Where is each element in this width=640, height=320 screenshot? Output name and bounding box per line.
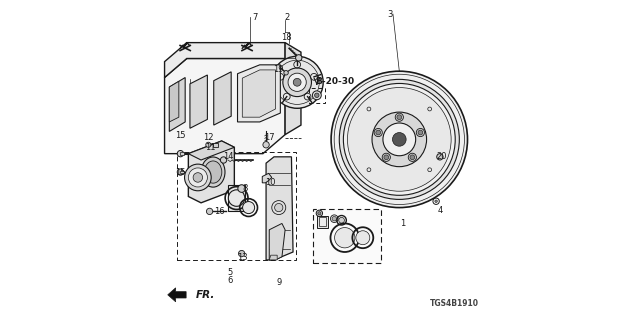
Text: 8: 8 [243, 184, 248, 193]
Text: 6: 6 [227, 276, 232, 285]
Text: 18: 18 [281, 33, 291, 42]
Circle shape [177, 150, 184, 157]
Circle shape [339, 217, 344, 223]
Polygon shape [237, 65, 280, 122]
Polygon shape [188, 141, 234, 160]
Text: TGS4B1910: TGS4B1910 [429, 299, 479, 308]
Circle shape [392, 132, 406, 146]
Text: 3: 3 [387, 10, 392, 19]
Text: 10: 10 [266, 178, 276, 187]
Circle shape [348, 88, 451, 191]
Text: 15: 15 [175, 131, 186, 140]
Bar [180, 171, 184, 173]
Circle shape [263, 142, 269, 148]
Circle shape [383, 123, 415, 156]
Text: 15: 15 [175, 168, 186, 177]
Text: 14: 14 [223, 152, 233, 161]
Polygon shape [285, 43, 301, 135]
Text: 7: 7 [252, 13, 258, 22]
Circle shape [206, 142, 211, 147]
Circle shape [296, 55, 302, 61]
Text: 13: 13 [237, 253, 248, 262]
Circle shape [207, 208, 212, 215]
Text: B-20-30: B-20-30 [315, 77, 354, 86]
Text: 4: 4 [438, 206, 443, 215]
Circle shape [435, 200, 437, 203]
Text: 11: 11 [205, 143, 216, 152]
Bar [177, 152, 296, 260]
Circle shape [344, 84, 455, 195]
Circle shape [374, 128, 382, 137]
Polygon shape [214, 72, 231, 125]
Circle shape [339, 79, 460, 199]
Text: 12: 12 [203, 133, 214, 142]
Circle shape [316, 210, 323, 216]
Circle shape [418, 130, 423, 135]
Bar [212, 143, 218, 147]
Circle shape [239, 251, 245, 257]
Polygon shape [243, 70, 276, 117]
Circle shape [184, 164, 211, 191]
Circle shape [283, 68, 312, 97]
Text: 2: 2 [284, 13, 289, 22]
Circle shape [238, 185, 246, 192]
Text: 20: 20 [436, 152, 447, 161]
Bar [317, 215, 328, 228]
Polygon shape [190, 75, 207, 128]
Ellipse shape [201, 157, 225, 187]
Bar [313, 209, 381, 263]
Polygon shape [228, 185, 246, 211]
Circle shape [436, 154, 443, 160]
Bar [308, 88, 325, 103]
Circle shape [220, 157, 227, 163]
Text: FR.: FR. [196, 290, 215, 300]
Polygon shape [266, 157, 293, 260]
Polygon shape [170, 81, 179, 122]
Text: 17: 17 [264, 133, 275, 142]
Circle shape [177, 169, 184, 175]
Circle shape [372, 112, 427, 167]
Circle shape [396, 113, 403, 121]
Circle shape [332, 216, 337, 221]
Circle shape [397, 115, 402, 120]
Circle shape [318, 212, 321, 215]
Bar [180, 152, 184, 155]
Text: 19: 19 [273, 65, 284, 74]
Circle shape [356, 231, 370, 245]
Circle shape [243, 202, 255, 214]
Polygon shape [269, 255, 277, 260]
Circle shape [284, 70, 288, 75]
Circle shape [376, 130, 381, 135]
Circle shape [408, 153, 417, 161]
Text: 16: 16 [214, 207, 225, 216]
Bar [319, 217, 326, 226]
Text: 1: 1 [400, 219, 405, 228]
Text: 5: 5 [227, 268, 232, 277]
Polygon shape [164, 59, 285, 154]
Circle shape [293, 78, 301, 86]
Text: 9: 9 [276, 278, 282, 287]
Circle shape [416, 128, 424, 137]
Circle shape [315, 93, 319, 98]
Circle shape [335, 228, 355, 248]
Circle shape [288, 73, 307, 92]
Polygon shape [188, 141, 234, 203]
Polygon shape [164, 43, 285, 77]
Ellipse shape [204, 161, 222, 183]
Circle shape [188, 168, 207, 187]
Circle shape [193, 173, 203, 182]
Polygon shape [168, 288, 186, 302]
Circle shape [330, 215, 338, 222]
Circle shape [275, 204, 283, 212]
Circle shape [382, 153, 390, 161]
Circle shape [410, 155, 415, 160]
Circle shape [384, 155, 388, 160]
Circle shape [331, 71, 467, 208]
Circle shape [228, 190, 245, 206]
Polygon shape [269, 223, 285, 260]
Polygon shape [170, 77, 185, 132]
Circle shape [271, 56, 323, 108]
Polygon shape [262, 173, 272, 183]
Circle shape [312, 91, 321, 100]
